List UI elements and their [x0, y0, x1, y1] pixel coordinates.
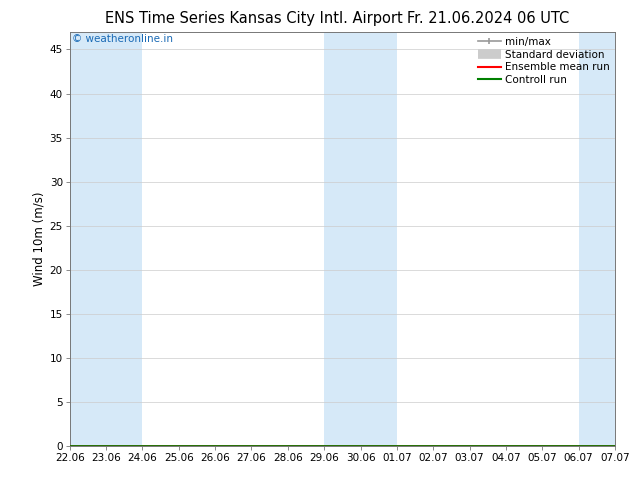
Bar: [579, 32, 615, 446]
Text: Fr. 21.06.2024 06 UTC: Fr. 21.06.2024 06 UTC: [407, 11, 569, 26]
Y-axis label: Wind 10m (m/s): Wind 10m (m/s): [32, 192, 46, 286]
Bar: [70, 32, 143, 446]
Bar: [324, 32, 397, 446]
Text: © weatheronline.in: © weatheronline.in: [72, 34, 174, 44]
Text: ENS Time Series Kansas City Intl. Airport: ENS Time Series Kansas City Intl. Airpor…: [105, 11, 403, 26]
Legend: min/max, Standard deviation, Ensemble mean run, Controll run: min/max, Standard deviation, Ensemble me…: [475, 34, 613, 88]
